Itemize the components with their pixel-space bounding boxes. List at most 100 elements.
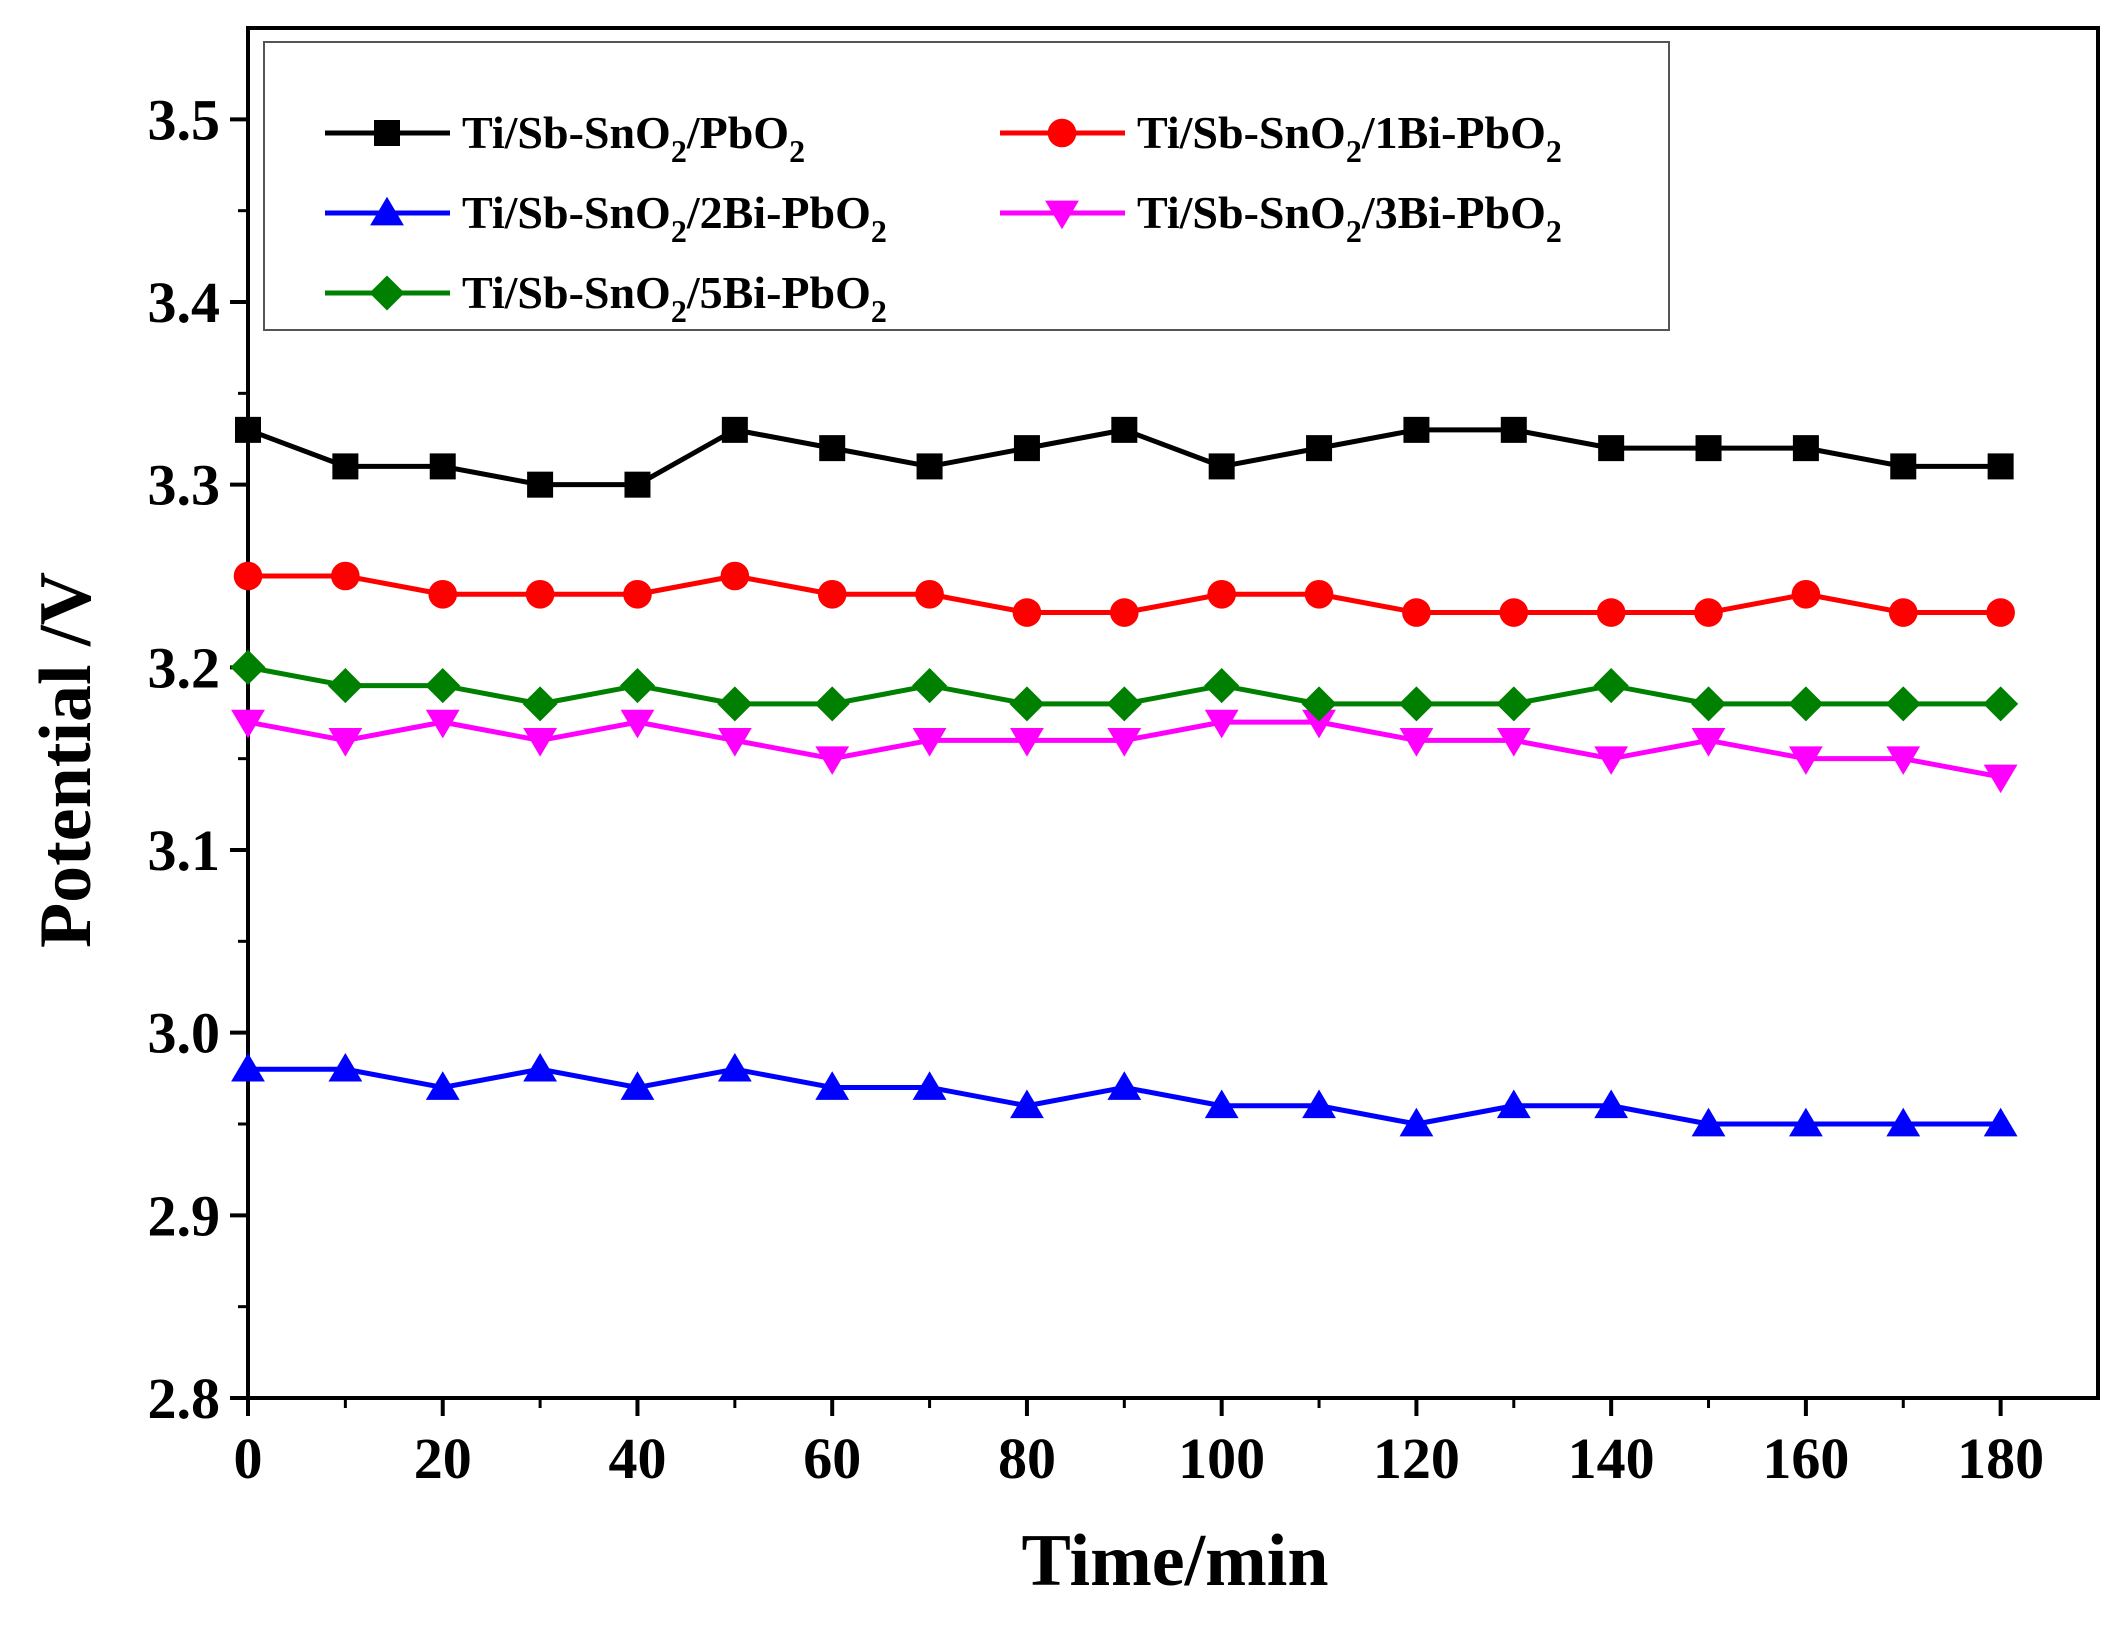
data-point (1886, 746, 1921, 775)
data-point (620, 1071, 655, 1100)
y-tick-label: 3.0 (148, 1001, 221, 1066)
y-tick-label: 2.8 (148, 1366, 221, 1431)
data-point (1399, 1107, 1434, 1137)
x-tick-label: 80 (998, 1426, 1056, 1491)
series-3 (231, 1052, 2018, 1137)
legend-label: Ti/Sb-SnO2/3Bi-PbO2 (1137, 187, 1562, 249)
data-point (1204, 668, 1240, 704)
data-point (623, 579, 652, 609)
data-point (1496, 686, 1532, 722)
x-tick-label: 0 (234, 1426, 263, 1491)
data-point (1302, 709, 1336, 739)
data-point (1399, 728, 1434, 757)
data-point (717, 686, 753, 722)
data-point (1398, 686, 1434, 722)
data-point (1691, 1107, 1726, 1137)
data-point (720, 561, 750, 591)
series-2 (233, 561, 2015, 627)
legend: Ti/Sb-SnO2/PbO2 Ti/Sb-SnO2/1Bi-PbO2 Ti/Sb-… (263, 41, 1670, 331)
x-tick-label: 100 (1178, 1426, 1265, 1491)
data-point (230, 649, 266, 685)
y-tick-label: 3.5 (148, 87, 221, 152)
data-point (1986, 598, 2015, 627)
data-point (231, 709, 265, 739)
y-tick-label: 3.1 (148, 818, 221, 883)
data-point (620, 709, 655, 739)
data-point (1304, 579, 1334, 609)
data-point (1207, 579, 1236, 609)
data-point (819, 435, 846, 462)
data-point (1302, 1089, 1336, 1119)
data-point (429, 453, 456, 480)
data-point (1301, 686, 1337, 722)
data-point (1788, 746, 1823, 775)
data-point (717, 1052, 752, 1082)
data-point (814, 686, 850, 722)
data-point (815, 1071, 850, 1100)
data-point (1306, 435, 1333, 462)
legend-box (263, 41, 1670, 331)
data-point (327, 668, 363, 704)
data-point (721, 416, 748, 443)
data-point (915, 579, 944, 609)
data-point (331, 561, 360, 591)
data-point (525, 579, 555, 609)
series-1 (235, 416, 2014, 498)
data-point (1496, 1089, 1531, 1119)
data-point (1987, 453, 2014, 480)
data-point (1691, 728, 1726, 757)
data-point (1111, 416, 1138, 443)
data-point (1208, 453, 1235, 480)
x-tick-label: 20 (414, 1426, 472, 1491)
data-point (912, 1071, 947, 1100)
plot-series (230, 416, 2019, 1137)
data-point (1983, 686, 2019, 722)
data-point (912, 668, 948, 704)
data-point (1791, 579, 1821, 609)
legend-label: Ti/Sb-SnO2/PbO2 (462, 107, 805, 169)
legend-label: Ti/Sb-SnO2/2Bi-PbO2 (462, 187, 887, 249)
legend-marker (369, 275, 405, 311)
data-point (425, 1071, 460, 1100)
data-point (1690, 686, 1727, 722)
legend-marker (374, 120, 400, 146)
data-point (523, 1052, 558, 1082)
data-point (1107, 728, 1142, 757)
data-point (1403, 416, 1430, 443)
data-point (1788, 686, 1824, 722)
series-4 (231, 709, 2018, 794)
x-tick-label: 160 (1762, 1426, 1849, 1491)
data-point (328, 728, 363, 757)
data-point (527, 471, 554, 498)
data-point (619, 668, 656, 704)
data-point (1106, 686, 1142, 722)
x-tick-label: 140 (1568, 1426, 1655, 1491)
data-point (1598, 435, 1625, 462)
data-point (1792, 435, 1819, 462)
y-axis-title: Potential /V (25, 572, 107, 948)
data-point (815, 746, 850, 775)
y-tick-label: 3.4 (148, 270, 221, 335)
data-point (1013, 435, 1040, 462)
data-point (1983, 1107, 2018, 1137)
data-point (817, 579, 847, 609)
data-point (1499, 598, 1529, 627)
data-point (233, 561, 263, 591)
data-point (1012, 598, 1042, 627)
axes: 0 20 40 60 80 100 120 140 160 180 2.8 2.9 3.0 3.1 3.2 3… (148, 26, 2100, 1491)
data-point (624, 471, 651, 498)
data-point (1788, 1107, 1823, 1137)
legend-label: Ti/Sb-SnO2/1Bi-PbO2 (1137, 107, 1562, 169)
data-point (1695, 435, 1722, 462)
data-point (328, 1052, 363, 1082)
data-point (1594, 1089, 1629, 1119)
data-point (916, 453, 943, 480)
x-tick-label: 180 (1957, 1426, 2044, 1491)
data-point (1009, 686, 1045, 722)
data-point (1890, 453, 1917, 480)
y-tick-label: 3.2 (148, 635, 221, 700)
data-point (425, 668, 461, 704)
data-point (1500, 416, 1527, 443)
x-tick-label: 120 (1373, 1426, 1460, 1491)
x-tick-label: 40 (608, 1426, 666, 1491)
